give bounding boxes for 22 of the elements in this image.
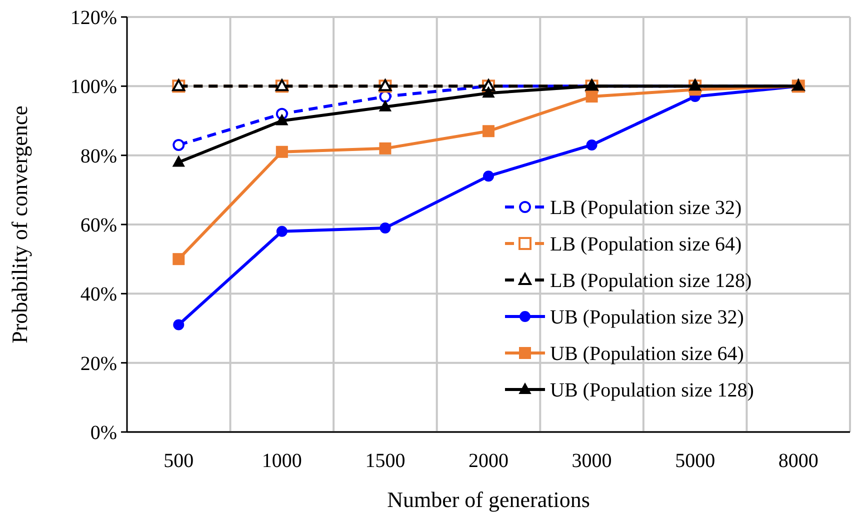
- legend-label: LB (Population size 128): [550, 270, 752, 292]
- y-tick-label: 80%: [80, 145, 117, 168]
- y-tick-label: 60%: [80, 214, 117, 236]
- legend-label: LB (Population size 32): [550, 197, 742, 219]
- legend-label: UB (Population size 64): [550, 343, 744, 365]
- y-tick-label: 100%: [70, 76, 117, 98]
- y-tick-label: 0%: [90, 422, 117, 444]
- legend-label: UB (Population size 128): [550, 380, 754, 402]
- x-tick-label: 8000: [778, 450, 818, 472]
- legend-label: UB (Population size 32): [550, 306, 744, 328]
- x-tick-label: 1500: [365, 450, 406, 472]
- x-axis-title: Number of generations: [387, 487, 590, 512]
- x-tick-label: 2000: [468, 450, 508, 472]
- x-tick-label: 3000: [572, 450, 612, 472]
- x-tick-label: 500: [164, 450, 194, 472]
- y-tick-label: 20%: [80, 352, 117, 375]
- legend-label: LB (Population size 64): [550, 234, 742, 256]
- y-tick-label: 120%: [70, 7, 117, 29]
- x-tick-label: 1000: [262, 450, 302, 472]
- y-axis-title: Probability of convergence: [7, 106, 32, 344]
- y-tick-label: 40%: [80, 284, 117, 306]
- x-tick-label: 5000: [675, 450, 716, 472]
